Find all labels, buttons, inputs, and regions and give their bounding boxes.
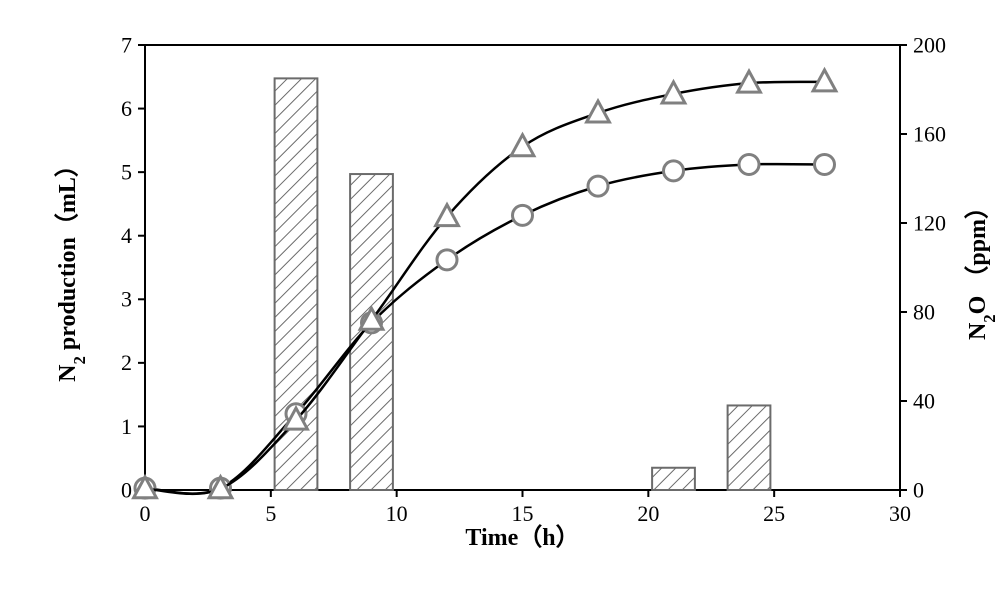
svg-text:30: 30 (889, 501, 911, 526)
svg-text:10: 10 (386, 501, 408, 526)
circle-marker (437, 250, 457, 270)
svg-text:5: 5 (265, 501, 276, 526)
svg-text:25: 25 (763, 501, 785, 526)
circle-marker (664, 161, 684, 181)
x-axis-label: Time（h） (465, 524, 579, 551)
chart-svg: 0510152025300123456704080120160200Time（h… (20, 20, 1000, 576)
svg-text:15: 15 (512, 501, 534, 526)
svg-text:40: 40 (913, 388, 935, 413)
svg-text:3: 3 (121, 287, 132, 312)
n2o-bar (652, 468, 695, 490)
svg-text:120: 120 (913, 210, 946, 235)
svg-text:160: 160 (913, 121, 946, 146)
svg-text:4: 4 (121, 223, 132, 248)
svg-text:0: 0 (140, 501, 151, 526)
svg-text:2: 2 (121, 350, 132, 375)
svg-text:20: 20 (637, 501, 659, 526)
circle-marker (513, 205, 533, 225)
svg-text:0: 0 (913, 477, 924, 502)
svg-text:5: 5 (121, 159, 132, 184)
circle-marker (739, 155, 759, 175)
triangle-marker (813, 70, 836, 91)
series-line (145, 164, 825, 494)
svg-text:7: 7 (121, 32, 132, 57)
svg-text:80: 80 (913, 299, 935, 324)
circle-marker (588, 176, 608, 196)
svg-text:6: 6 (121, 96, 132, 121)
chart-container: 0510152025300123456704080120160200Time（h… (20, 20, 1000, 576)
circle-marker (815, 155, 835, 175)
y-right-axis-label: N2O （ppm） (964, 195, 999, 340)
svg-text:0: 0 (121, 477, 132, 502)
y-left-axis-label: N2 production（mL） (54, 153, 89, 382)
svg-text:1: 1 (121, 414, 132, 439)
triangle-marker (511, 135, 534, 156)
n2o-bar (728, 405, 771, 490)
svg-text:200: 200 (913, 32, 946, 57)
series-line (145, 82, 825, 494)
